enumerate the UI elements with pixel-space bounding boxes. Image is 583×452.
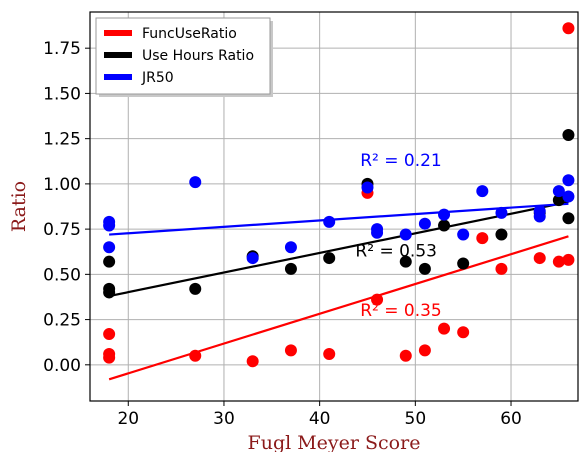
data-point xyxy=(103,328,116,341)
data-point xyxy=(189,282,202,295)
data-point xyxy=(284,344,297,357)
data-point xyxy=(562,22,575,35)
y-axis-title: Ratio xyxy=(8,181,30,232)
data-point xyxy=(284,262,297,275)
x-tick-label: 60 xyxy=(500,409,522,429)
data-point xyxy=(457,257,470,270)
data-point xyxy=(103,351,116,364)
data-point xyxy=(476,185,489,198)
data-point xyxy=(476,232,489,245)
data-point xyxy=(438,322,451,335)
y-tick-label: 1.75 xyxy=(43,39,81,59)
y-tick-label: 1.25 xyxy=(43,130,81,150)
fit-line-2 xyxy=(109,202,569,236)
axis-ticks: 20 30 40 50 60 0.00 0.25 0.50 0.75 1.00 1.25 1.50 1.… xyxy=(43,39,522,429)
data-point xyxy=(284,241,297,254)
data-point xyxy=(361,181,374,194)
data-point xyxy=(457,326,470,339)
data-point xyxy=(103,255,116,268)
x-axis-title: Fugl Meyer Score xyxy=(248,432,421,452)
data-point xyxy=(418,262,431,275)
data-point xyxy=(103,241,116,254)
r-squared-labels: R² = 0.35 R² = 0.53 R² = 0.21 xyxy=(355,151,441,321)
data-point xyxy=(189,349,202,362)
data-point xyxy=(246,252,259,265)
x-tick-label: 20 xyxy=(117,409,139,429)
data-point xyxy=(323,215,336,228)
data-point xyxy=(495,262,508,275)
data-point xyxy=(438,219,451,232)
y-tick-label: 1.50 xyxy=(43,84,81,104)
legend-label: FuncUseRatio xyxy=(142,26,237,42)
data-point xyxy=(457,228,470,241)
data-point xyxy=(246,355,259,368)
data-point xyxy=(371,226,384,239)
data-point xyxy=(399,349,412,362)
x-tick-label: 40 xyxy=(309,409,331,429)
x-tick-label: 50 xyxy=(405,409,427,429)
data-point xyxy=(562,190,575,203)
legend-label: JR50 xyxy=(141,70,174,86)
data-point xyxy=(371,293,384,306)
legend-label: Use Hours Ratio xyxy=(142,48,254,64)
data-point xyxy=(103,219,116,232)
data-point xyxy=(418,344,431,357)
y-tick-label: 0.75 xyxy=(43,220,81,240)
data-point xyxy=(495,228,508,241)
data-point xyxy=(399,228,412,241)
legend: FuncUseRatio Use Hours Ratio JR50 xyxy=(95,17,273,97)
fit-line-1 xyxy=(108,200,569,298)
data-point xyxy=(552,185,565,198)
data-points xyxy=(103,22,575,368)
data-point xyxy=(103,286,116,299)
y-tick-label: 0.25 xyxy=(43,311,81,331)
x-tick-label: 30 xyxy=(213,409,235,429)
data-point xyxy=(399,255,412,268)
data-point xyxy=(418,217,431,230)
data-point xyxy=(323,347,336,360)
y-tick-label: 1.00 xyxy=(43,175,81,195)
data-point xyxy=(562,129,575,142)
r-squared-label: R² = 0.53 xyxy=(355,241,437,261)
data-point xyxy=(562,212,575,225)
data-point xyxy=(189,176,202,189)
data-point xyxy=(552,194,565,207)
r-squared-label: R² = 0.35 xyxy=(360,301,442,321)
data-point xyxy=(562,253,575,266)
regression-lines xyxy=(108,200,569,381)
plot-frame xyxy=(89,11,579,402)
y-tick-label: 0.00 xyxy=(43,356,81,376)
data-point xyxy=(323,252,336,265)
r-squared-label: R² = 0.21 xyxy=(360,151,442,171)
data-point xyxy=(438,208,451,221)
data-point xyxy=(533,205,546,218)
data-point xyxy=(533,252,546,265)
y-tick-label: 0.50 xyxy=(43,265,81,285)
data-point xyxy=(552,255,565,268)
data-point xyxy=(495,206,508,219)
data-point xyxy=(562,174,575,187)
fit-line-0 xyxy=(108,235,569,381)
